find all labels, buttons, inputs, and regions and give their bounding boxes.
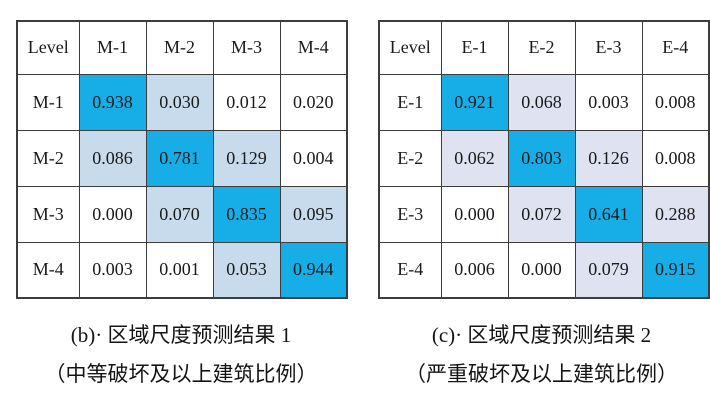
corner-header-cell: Level (378, 20, 442, 75)
diagonal-value-cell: 0.938 (78, 73, 147, 131)
column-header-cell: E-3 (574, 20, 643, 75)
column-header-cell: E-2 (507, 20, 576, 75)
row-label-cell: M-1 (16, 73, 80, 131)
row-label-cell: E-1 (378, 73, 442, 131)
value-cell: 0.003 (78, 241, 147, 299)
table-row: E-3 0.000 0.072 0.641 0.288 (378, 185, 710, 243)
confusion-matrix-b: Level M-1 M-2 M-3 M-4 M-1 0.938 0.030 0.012 0.020… (16, 20, 348, 299)
diagonal-value-cell: 0.781 (145, 129, 214, 187)
table-row: E-4 0.006 0.000 0.079 0.915 (378, 241, 710, 299)
caption-b-subtitle: （中等破坏及以上建筑比例） (44, 362, 318, 386)
value-cell: 0.001 (145, 241, 214, 299)
column-header-cell: E-1 (440, 20, 509, 75)
row-label-cell: E-3 (378, 185, 442, 243)
caption-b-title: (b)· 区域尺度预测结果 1 (70, 323, 292, 347)
row-label-cell: E-4 (378, 241, 442, 299)
value-cell: 0.072 (507, 185, 576, 243)
diagonal-value-cell: 0.803 (507, 129, 576, 187)
caption-b: (b)· 区域尺度预测结果 1 （中等破坏及以上建筑比例） (16, 322, 346, 387)
diagonal-value-cell: 0.835 (212, 185, 281, 243)
value-cell: 0.012 (212, 73, 281, 131)
value-cell: 0.062 (440, 129, 509, 187)
value-cell: 0.000 (440, 185, 509, 243)
caption-c-title: (c)· 区域尺度预测结果 2 (431, 323, 652, 347)
table-row: E-1 0.921 0.068 0.003 0.008 (378, 73, 710, 131)
value-cell: 0.003 (574, 73, 643, 131)
value-cell: 0.004 (279, 129, 348, 187)
value-cell: 0.079 (574, 241, 643, 299)
table-row: M-2 0.086 0.781 0.129 0.004 (16, 129, 348, 187)
column-header-cell: M-3 (212, 20, 281, 75)
value-cell: 0.008 (641, 73, 710, 131)
corner-header-cell: Level (16, 20, 80, 75)
confusion-matrix-c: Level E-1 E-2 E-3 E-4 E-1 0.921 0.068 0.003 0.008… (378, 20, 710, 299)
header-row: Level M-1 M-2 M-3 M-4 (16, 20, 348, 75)
row-label-cell: M-2 (16, 129, 80, 187)
column-header-cell: E-4 (641, 20, 710, 75)
value-cell: 0.053 (212, 241, 281, 299)
value-cell: 0.070 (145, 185, 214, 243)
value-cell: 0.008 (641, 129, 710, 187)
diagonal-value-cell: 0.641 (574, 185, 643, 243)
value-cell: 0.129 (212, 129, 281, 187)
row-label-cell: E-2 (378, 129, 442, 187)
table-row: M-3 0.000 0.070 0.835 0.095 (16, 185, 348, 243)
diagonal-value-cell: 0.921 (440, 73, 509, 131)
diagonal-value-cell: 0.944 (279, 241, 348, 299)
value-cell: 0.288 (641, 185, 710, 243)
column-header-cell: M-2 (145, 20, 214, 75)
table-row: E-2 0.062 0.803 0.126 0.008 (378, 129, 710, 187)
column-header-cell: M-4 (279, 20, 348, 75)
value-cell: 0.000 (507, 241, 576, 299)
diagonal-value-cell: 0.915 (641, 241, 710, 299)
value-cell: 0.095 (279, 185, 348, 243)
value-cell: 0.068 (507, 73, 576, 131)
value-cell: 0.020 (279, 73, 348, 131)
value-cell: 0.086 (78, 129, 147, 187)
row-label-cell: M-4 (16, 241, 80, 299)
value-cell: 0.030 (145, 73, 214, 131)
value-cell: 0.126 (574, 129, 643, 187)
caption-c-subtitle: （严重破坏及以上建筑比例） (405, 362, 678, 386)
value-cell: 0.000 (78, 185, 147, 243)
header-row: Level E-1 E-2 E-3 E-4 (378, 20, 710, 75)
table-row: M-4 0.003 0.001 0.053 0.944 (16, 241, 348, 299)
table-row: M-1 0.938 0.030 0.012 0.020 (16, 73, 348, 131)
caption-c: (c)· 区域尺度预测结果 2 （严重破坏及以上建筑比例） (378, 322, 705, 387)
column-header-cell: M-1 (78, 20, 147, 75)
row-label-cell: M-3 (16, 185, 80, 243)
value-cell: 0.006 (440, 241, 509, 299)
